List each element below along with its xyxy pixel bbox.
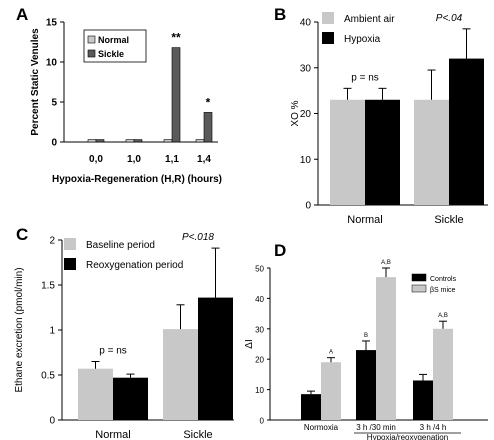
y-axis-label: Percent Static Venules	[30, 28, 41, 136]
x-tick-label: 3 h /30 min	[356, 423, 396, 432]
legend: Controls βS mice	[411, 273, 457, 294]
x-tick-label: 1,0	[127, 154, 141, 165]
legend-swatch	[322, 12, 334, 24]
legend-swatch	[87, 35, 96, 44]
bar-reoxygenation-period-1	[198, 297, 233, 420]
x-tick-label: Normal	[347, 214, 382, 226]
bar-reoxygenation-period-0	[113, 377, 148, 420]
bar-normal-1	[125, 139, 135, 143]
legend-swatch	[322, 32, 334, 44]
legend: Baseline period Reoxygenation period	[64, 238, 183, 271]
y-tick-label: 15	[46, 18, 58, 29]
legend-label: βS mice	[430, 287, 456, 294]
bar-sickle-0	[95, 139, 105, 143]
bar-hypoxia-1	[449, 58, 484, 205]
y-axis-label: Ethane excretion (pmol/min)	[14, 267, 25, 392]
panel-label: A	[16, 5, 28, 24]
legend-swatch	[411, 273, 427, 282]
bar-sickle-2	[171, 47, 181, 143]
annotation-label: *	[206, 95, 211, 109]
bar-baseline-period-0	[78, 368, 113, 420]
x-tick-label: 3 h /4 h	[420, 423, 447, 432]
x-tick-label: Normal	[95, 429, 130, 440]
y-tick-label: 10	[46, 58, 58, 69]
annotation-label: P<.018	[182, 232, 214, 243]
y-tick-label: 0	[51, 138, 57, 149]
legend-swatch	[411, 284, 427, 293]
y-tick-label: 2	[49, 236, 55, 247]
y-tick-label: 1.5	[41, 281, 55, 292]
annotation-label: B	[364, 333, 368, 339]
x-tick-label: 0,0	[89, 154, 103, 165]
y-tick-label: 20	[300, 109, 312, 120]
bar-normal-3	[195, 139, 205, 143]
legend: Normal Sickle	[83, 29, 147, 63]
legend-label: Sickle	[98, 49, 124, 59]
chart-panel-c: C 0 0.5 1 1.5 2 Ethane excretion (pmol/min) Nor…	[14, 225, 234, 440]
legend-label: Ambient air	[344, 14, 395, 25]
bar-ambient-air-1	[414, 99, 449, 205]
y-tick-label: 0	[305, 201, 311, 212]
legend-label: Normal	[98, 35, 129, 45]
bar--s-mice-0	[321, 362, 341, 420]
bar-controls-0	[301, 394, 321, 420]
group-label: Hypoxia/reoxygenation	[367, 433, 448, 440]
y-tick-label: 50	[255, 265, 264, 274]
y-axis-label: ΔI	[244, 339, 255, 348]
panel-label: C	[16, 225, 28, 244]
chart-panel-a: A 0 5 10 15 Percent Static Venules 0,0 1,0 1,1 1,…	[16, 5, 222, 185]
legend-swatch	[64, 238, 76, 250]
legend-label: Baseline period	[86, 240, 155, 251]
panel-label: B	[274, 5, 286, 24]
x-tick-label: Sickle	[183, 429, 212, 440]
x-tick-label: 1,4	[197, 154, 211, 165]
x-axis-label: Hypoxia-Regeneration (H,R) (hours)	[52, 174, 222, 185]
y-tick-label: 30	[255, 325, 264, 334]
legend-label: Reoxygenation period	[86, 260, 183, 271]
bar-hypoxia-0	[365, 99, 400, 205]
y-tick-label: 10	[255, 386, 264, 395]
chart-panel-d: D 0 10 20 30 40 50 ΔI Normoxia 3 h /30 min 3 h /4 …	[244, 241, 488, 440]
bar-normal-0	[87, 139, 97, 143]
legend-swatch	[64, 258, 76, 270]
x-tick-label: Normoxia	[304, 423, 339, 432]
legend-label: Hypoxia	[344, 34, 381, 45]
annotation-label: **	[171, 31, 181, 45]
annotation-label: p = ns	[99, 346, 127, 357]
y-axis-label: XO %	[290, 100, 301, 126]
annotation-label: A,B	[381, 260, 391, 266]
annotation-label: p = ns	[351, 72, 379, 83]
y-tick-label: 1	[49, 326, 55, 337]
annotation-label: A	[329, 350, 333, 356]
y-tick-label: 5	[51, 98, 57, 109]
bar-normal-2	[163, 139, 173, 143]
bar--s-mice-2	[433, 328, 453, 420]
bar-sickle-3	[203, 112, 213, 143]
bar-controls-1	[356, 350, 376, 420]
legend: Ambient air Hypoxia	[322, 12, 395, 45]
bar-ambient-air-0	[330, 99, 365, 205]
y-tick-label: 0.5	[41, 371, 55, 382]
x-tick-label: 1,1	[165, 154, 179, 165]
bar--s-mice-1	[376, 277, 396, 420]
bar-sickle-1	[133, 139, 143, 143]
y-tick-label: 20	[255, 356, 264, 365]
chart-panel-b: B 0 10 20 30 40 XO % Normal Sickle p = ns P<.04 Amb…	[274, 5, 488, 226]
annotation-label: P<.04	[436, 13, 463, 24]
x-tick-label: Sickle	[434, 214, 463, 226]
annotation-label: A,B	[438, 313, 448, 319]
y-tick-label: 10	[300, 155, 312, 166]
bar-baseline-period-1	[163, 329, 198, 420]
y-tick-label: 40	[255, 295, 264, 304]
legend-swatch	[87, 49, 96, 58]
bar-controls-2	[413, 380, 433, 420]
y-tick-label: 0	[260, 417, 265, 426]
y-tick-label: 0	[49, 416, 55, 427]
panel-label: D	[274, 241, 286, 260]
y-tick-label: 40	[300, 18, 312, 29]
legend-label: Controls	[430, 276, 457, 283]
y-tick-label: 30	[300, 63, 312, 74]
